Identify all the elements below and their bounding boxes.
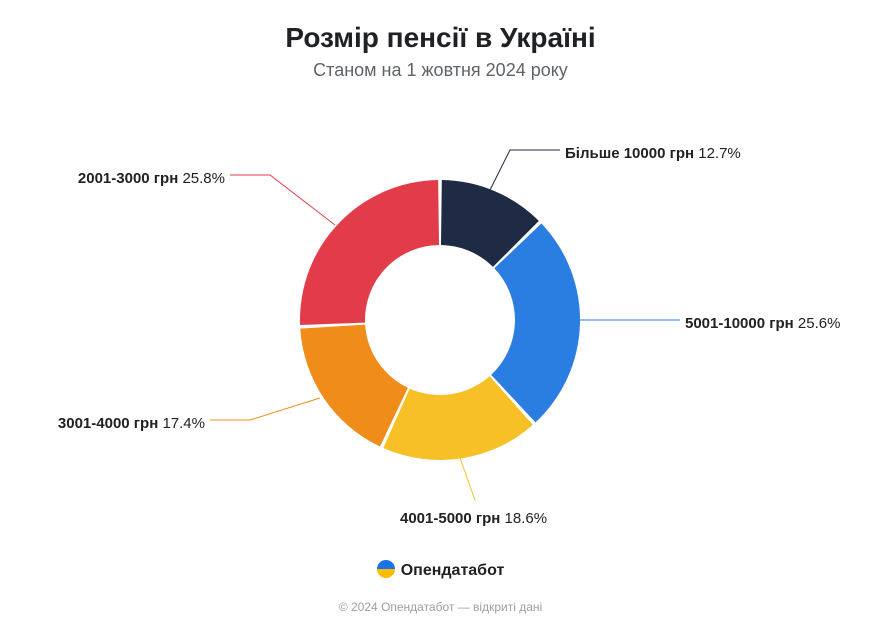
copyright: © 2024 Опендатабот — відкриті дані	[0, 600, 881, 614]
donut-slice	[300, 325, 408, 447]
slice-label: 5001-10000 грн 25.6%	[685, 315, 840, 332]
donut-slices	[300, 180, 580, 460]
slice-label: 4001-5000 грн 18.6%	[400, 510, 547, 527]
brand-row: Опендатабот	[0, 560, 881, 580]
donut-slice	[300, 180, 439, 325]
brand-name: Опендатабот	[401, 562, 505, 579]
leader-line	[210, 398, 320, 420]
leader-line	[230, 175, 335, 225]
slice-label: 3001-4000 грн 17.4%	[58, 415, 205, 432]
leader-line	[460, 458, 475, 500]
chart-container: Розмір пенсії в Україні Станом на 1 жовт…	[0, 0, 881, 629]
slice-label: 2001-3000 грн 25.8%	[78, 170, 225, 187]
donut-chart	[0, 0, 881, 540]
slice-label: Більше 10000 грн 12.7%	[565, 145, 741, 162]
brand-icon	[377, 560, 395, 578]
leader-line	[490, 150, 560, 190]
